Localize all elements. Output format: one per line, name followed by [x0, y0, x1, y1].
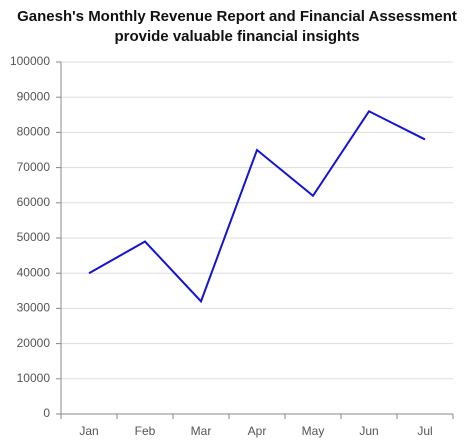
x-tick-label: Apr: [248, 424, 267, 438]
y-tick-label: 90000: [17, 89, 51, 103]
data-line: [88, 109, 426, 304]
y-tick-label: 50000: [17, 230, 51, 244]
chart-title: provide valuable financial insights: [114, 28, 359, 45]
y-tick-label: 80000: [17, 125, 51, 139]
x-tick-label: Jan: [79, 424, 98, 438]
x-tick-label: Jun: [359, 424, 378, 438]
x-tick-label: Jul: [417, 424, 432, 438]
x-tick-label: Mar: [191, 424, 212, 438]
y-tick-label: 10000: [17, 371, 51, 385]
y-tick-label: 20000: [17, 336, 51, 350]
y-tick-label: 100000: [10, 54, 50, 68]
y-tick-label: 60000: [17, 195, 51, 209]
x-tick-label: May: [302, 424, 325, 438]
y-tick-label: 70000: [17, 160, 51, 174]
chart-title: Ganesh's Monthly Revenue Report and Fina…: [17, 8, 457, 25]
y-tick-label: 30000: [17, 301, 51, 315]
x-tick-label: Feb: [135, 424, 156, 438]
y-tick-label: 40000: [17, 265, 51, 279]
y-tick-label: 0: [43, 406, 50, 420]
